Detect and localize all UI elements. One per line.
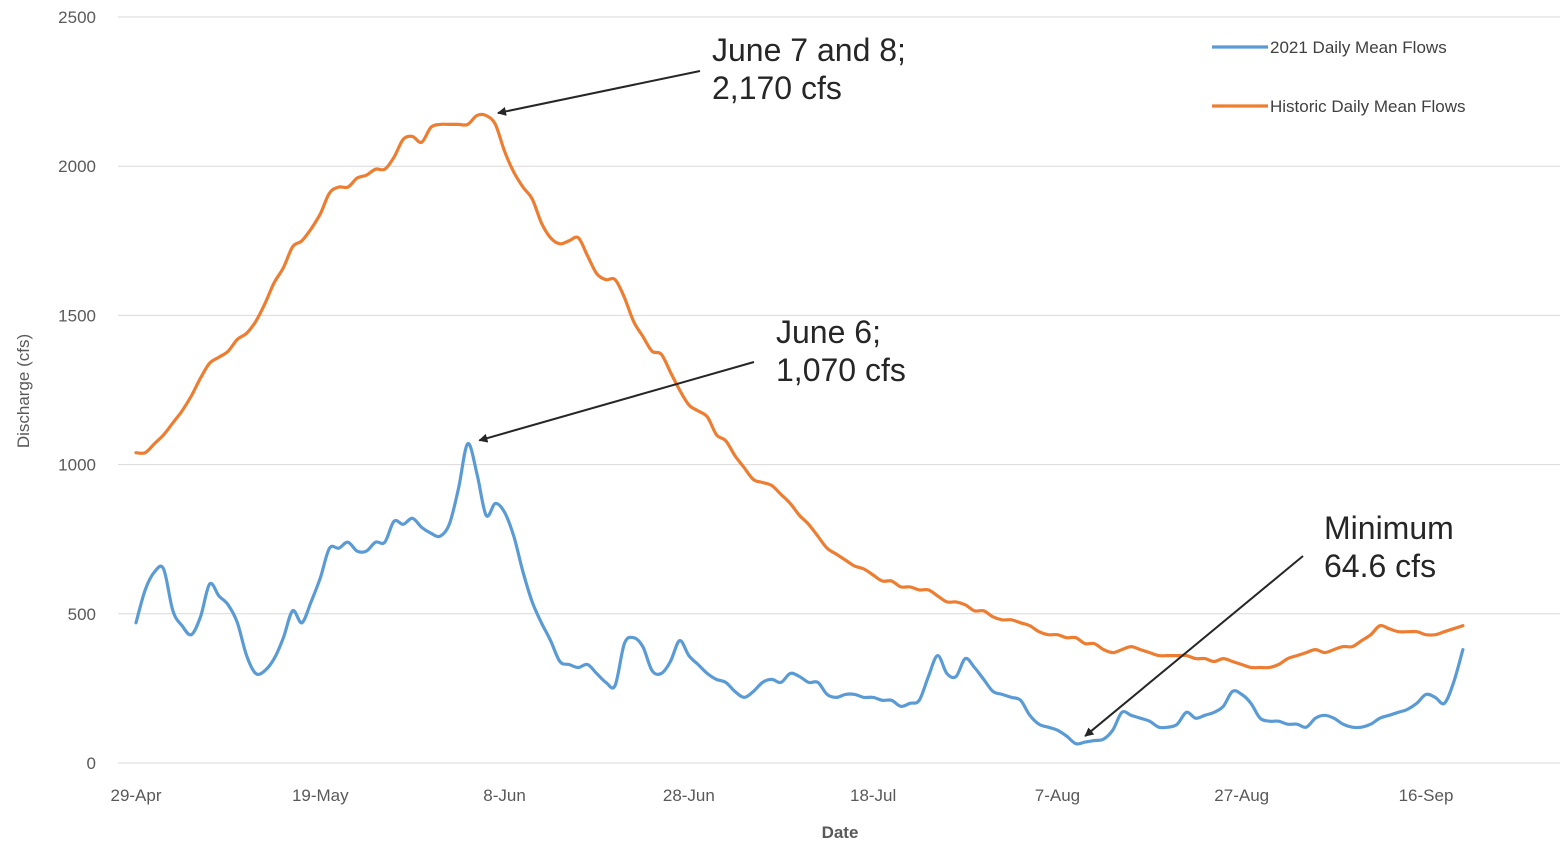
y-tick-label: 2500: [58, 8, 96, 27]
y-tick-label: 2000: [58, 157, 96, 176]
annotation-arrow: [497, 70, 701, 116]
y-tick-label: 0: [87, 754, 96, 773]
annotation-text: 64.6 cfs: [1324, 548, 1436, 584]
annotation-text: 2,170 cfs: [712, 70, 842, 106]
series-line-2021: [134, 442, 1465, 746]
x-tick-label: 18-Jul: [850, 786, 896, 805]
x-tick-label: 28-Jun: [663, 786, 715, 805]
x-axis-title: Date: [822, 823, 859, 842]
annotation-text: June 7 and 8;: [712, 32, 906, 68]
x-axis-ticks: 29-Apr 19-May 8-Jun 28-Jun 18-Jul 7-Aug 27-Aug…: [110, 786, 1453, 805]
legend-label: Historic Daily Mean Flows: [1270, 97, 1466, 116]
x-tick-label: 8-Jun: [483, 786, 526, 805]
x-tick-label: 29-Apr: [110, 786, 161, 805]
annotations: June 7 and 8;2,170 cfs June 6;1,070 cfs Mi…: [478, 32, 1454, 737]
y-axis-title: Discharge (cfs): [14, 334, 33, 448]
x-tick-label: 16-Sep: [1399, 786, 1454, 805]
series-line-historic: [134, 112, 1465, 670]
y-axis-ticks: 0 500 1000 1500 2000 2500: [58, 8, 96, 773]
x-tick-label: 7-Aug: [1035, 786, 1080, 805]
x-tick-label: 27-Aug: [1214, 786, 1269, 805]
annotation-arrow: [1084, 555, 1304, 737]
x-tick-label: 19-May: [292, 786, 349, 805]
annotation-text: 1,070 cfs: [776, 352, 906, 388]
y-tick-label: 1000: [58, 456, 96, 475]
series-group: [134, 112, 1465, 746]
gridlines: [118, 16, 1560, 615]
y-tick-label: 1500: [58, 306, 96, 325]
legend: 2021 Daily Mean Flows Historic Daily Mean…: [1212, 38, 1466, 116]
annotation-arrow: [478, 361, 755, 443]
annotation-text: Minimum: [1324, 510, 1454, 546]
y-tick-label: 500: [68, 605, 96, 624]
annotation-text: June 6;: [776, 314, 881, 350]
legend-label: 2021 Daily Mean Flows: [1270, 38, 1447, 57]
